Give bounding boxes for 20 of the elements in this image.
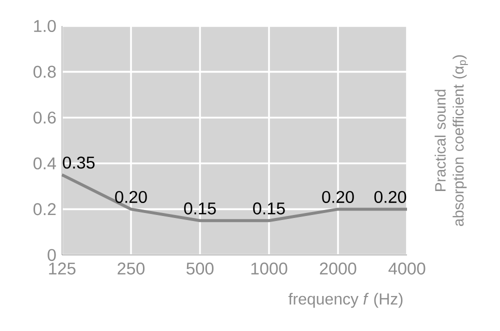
y-tick-label: 1.0 bbox=[34, 20, 56, 32]
x-tick-label: 1000 bbox=[251, 262, 288, 275]
data-label: 0.35 bbox=[62, 156, 95, 169]
y-tick-label: 0.6 bbox=[34, 112, 56, 124]
x-tick-label: 125 bbox=[49, 262, 76, 275]
data-label: 0.15 bbox=[184, 202, 216, 214]
y-tick-label: 0 bbox=[48, 248, 56, 262]
x-tick-label: 500 bbox=[186, 262, 214, 275]
y-tick-label: 0.8 bbox=[34, 66, 56, 78]
y-tick-label: 0.4 bbox=[34, 157, 56, 170]
data-label: 0.15 bbox=[253, 202, 285, 214]
data-label: 0.20 bbox=[322, 190, 354, 203]
x-tick-label: 2000 bbox=[320, 262, 356, 275]
x-tick-label: 250 bbox=[118, 262, 145, 275]
x-tick-label: 4000 bbox=[388, 262, 426, 275]
x-axis-title: frequency f (Hz) bbox=[288, 292, 402, 308]
y-tick-label: 0.2 bbox=[34, 203, 56, 216]
data-label: 0.20 bbox=[115, 190, 147, 203]
data-label: 0.20 bbox=[374, 190, 406, 203]
y-axis-title: Practical sound absorption coefficient (α$_{p}$) bbox=[434, 55, 468, 226]
